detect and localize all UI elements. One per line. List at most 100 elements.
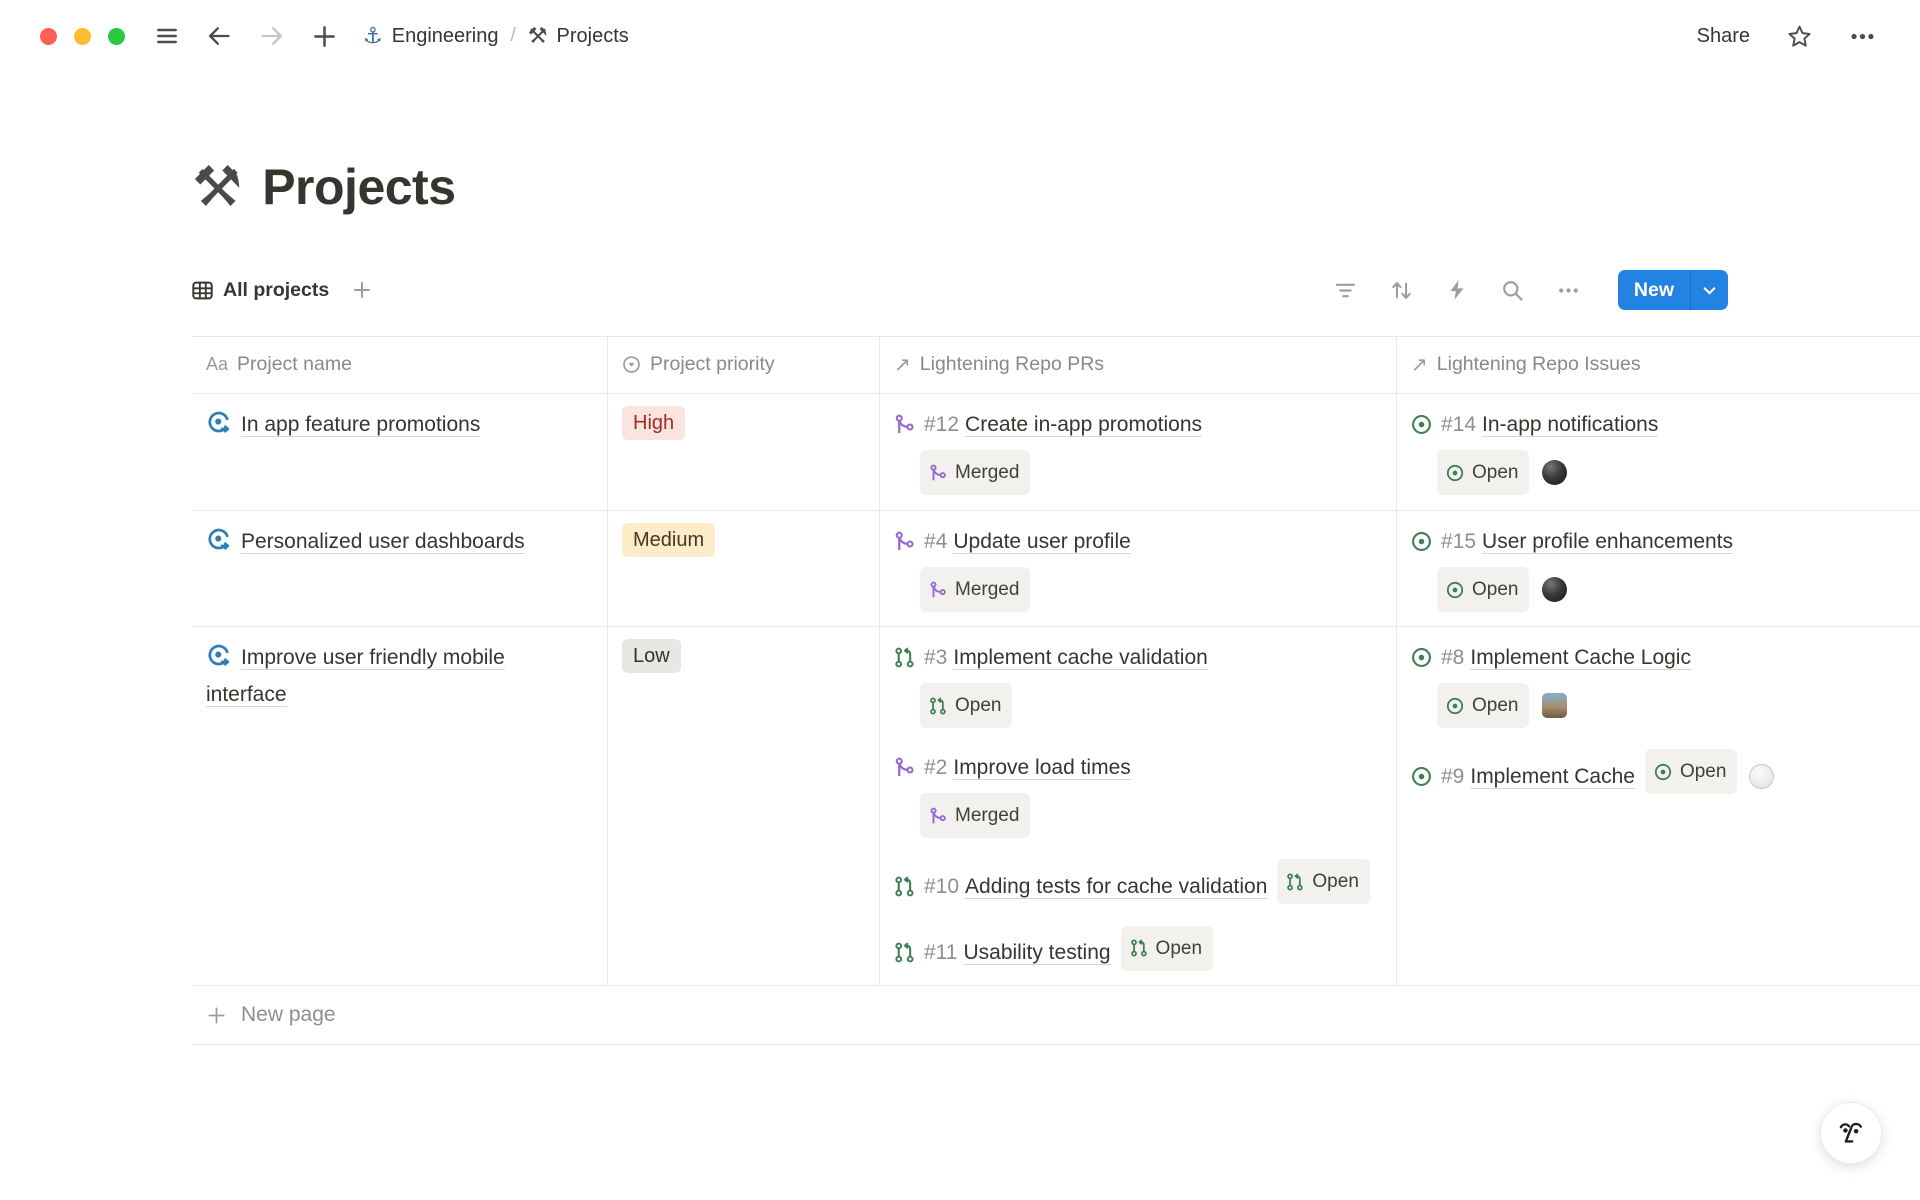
- assignee-avatar[interactable]: [1749, 763, 1775, 789]
- issue-number: #8: [1441, 646, 1465, 669]
- column-header-project-name[interactable]: Aa Project name: [192, 337, 608, 393]
- repo-issues-cell[interactable]: #15 User profile enhancements Open: [1397, 511, 1920, 626]
- breadcrumb-workspace[interactable]: ⚓ Engineering: [363, 23, 498, 49]
- column-label: Lightening Repo PRs: [919, 352, 1105, 375]
- issue-link[interactable]: In-app notifications: [1482, 413, 1659, 437]
- priority-tag-high: High: [622, 406, 686, 440]
- issue-open-icon: [1411, 647, 1432, 668]
- minimize-window-button[interactable]: [74, 27, 91, 45]
- breadcrumb: ⚓ Engineering / ⚒ Projects: [363, 23, 629, 49]
- priority-cell[interactable]: Low: [608, 627, 880, 985]
- pr-link[interactable]: Improve load times: [953, 756, 1131, 780]
- favorite-star-icon[interactable]: [1786, 23, 1813, 50]
- pr-link[interactable]: Create in-app promotions: [965, 413, 1203, 437]
- repo-prs-cell[interactable]: #12 Create in-app promotions Merged: [880, 394, 1397, 510]
- add-view-plus-icon[interactable]: [351, 279, 373, 301]
- page-title[interactable]: Projects: [262, 159, 456, 215]
- issue-number: #14: [1441, 413, 1477, 436]
- issue-link[interactable]: Implement Cache Logic: [1470, 646, 1691, 670]
- project-name-cell[interactable]: Personalized user dashboards: [192, 511, 608, 626]
- issue-link[interactable]: User profile enhancements: [1482, 530, 1734, 554]
- new-record-button[interactable]: New: [1617, 270, 1728, 310]
- git-pull-request-icon: [1130, 939, 1148, 957]
- issue-open-icon: [1411, 531, 1432, 552]
- new-record-button-label[interactable]: New: [1633, 278, 1674, 301]
- repo-prs-cell[interactable]: #4 Update user profile Merged: [880, 511, 1397, 626]
- pr-link[interactable]: Implement cache validation: [953, 646, 1208, 670]
- new-record-dropdown-chevron-icon[interactable]: [1690, 270, 1728, 310]
- pr-number: #4: [924, 530, 948, 553]
- automation-lightning-icon[interactable]: [1445, 278, 1469, 302]
- notion-ai-face-button[interactable]: [1820, 1102, 1882, 1164]
- issue-number: #9: [1441, 764, 1465, 788]
- pr-number: #3: [924, 646, 948, 669]
- close-window-button[interactable]: [40, 27, 57, 45]
- table-row: Personalized user dashboards Medium #4 Up…: [192, 510, 1920, 626]
- issue-status-pill: Open: [1437, 683, 1530, 728]
- back-arrow-icon[interactable]: [206, 23, 232, 49]
- issue-number: #15: [1441, 530, 1477, 553]
- assignee-avatar[interactable]: [1542, 460, 1568, 485]
- maximize-window-button[interactable]: [108, 27, 125, 45]
- git-merge-icon: [929, 807, 947, 825]
- new-tab-plus-icon[interactable]: [312, 24, 337, 49]
- repo-prs-cell[interactable]: #3 Implement cache validation Open #2 Impr…: [880, 627, 1397, 985]
- new-page-button[interactable]: New page: [192, 985, 1920, 1045]
- pr-status-pill: Open: [1277, 859, 1370, 904]
- sidebar-menu-icon[interactable]: [155, 24, 179, 48]
- project-link[interactable]: In app feature promotions: [241, 413, 481, 437]
- share-button[interactable]: Share: [1696, 24, 1750, 47]
- issue-entry: #8 Implement Cache Logic Open: [1411, 639, 1904, 728]
- sort-icon[interactable]: [1389, 278, 1414, 303]
- pr-link[interactable]: Usability testing: [963, 941, 1111, 965]
- repo-issues-cell[interactable]: #8 Implement Cache Logic Open #9 Implement…: [1397, 627, 1920, 985]
- column-label: Project priority: [650, 352, 775, 375]
- column-header-project-priority[interactable]: Project priority: [608, 337, 880, 393]
- priority-cell[interactable]: Medium: [608, 511, 880, 626]
- page-icon-tools[interactable]: ⚒: [192, 155, 243, 218]
- priority-tag-low: Low: [622, 639, 681, 673]
- column-header-repo-issues[interactable]: ↗ Lightening Repo Issues: [1397, 337, 1920, 393]
- git-merge-icon: [929, 464, 947, 482]
- pr-link[interactable]: Update user profile: [953, 530, 1131, 554]
- pr-entry: #4 Update user profile Merged: [894, 523, 1380, 612]
- pr-entry: #2 Improve load times Merged: [894, 749, 1380, 838]
- assignee-avatar[interactable]: [1542, 693, 1568, 718]
- pr-entry: #12 Create in-app promotions Merged: [894, 406, 1380, 495]
- table-row: Improve user friendly mobile interface L…: [192, 626, 1920, 985]
- select-property-icon: [623, 355, 640, 373]
- pr-entry: #3 Implement cache validation Open: [894, 639, 1380, 728]
- filter-icon[interactable]: [1333, 278, 1358, 303]
- pr-entry: #11 Usability testing Open: [894, 925, 1380, 972]
- pr-link[interactable]: Adding tests for cache validation: [965, 874, 1268, 899]
- git-merge-icon: [894, 757, 915, 778]
- project-link[interactable]: Improve user friendly mobile interface: [206, 646, 505, 707]
- project-name-cell[interactable]: In app feature promotions: [192, 394, 608, 510]
- synced-project-icon: [206, 526, 232, 552]
- forward-arrow-icon[interactable]: [259, 23, 285, 49]
- priority-cell[interactable]: High: [608, 394, 880, 510]
- table-view-icon: [192, 281, 213, 299]
- issue-open-icon: [1411, 766, 1432, 787]
- column-header-repo-prs[interactable]: ↗ Lightening Repo PRs: [880, 337, 1397, 393]
- synced-project-icon: [206, 642, 232, 668]
- more-options-icon[interactable]: [1849, 23, 1876, 50]
- table-header-row: Aa Project name Project priority ↗ Light…: [192, 336, 1920, 393]
- git-pull-request-icon: [1286, 873, 1304, 891]
- view-more-options-icon[interactable]: [1556, 278, 1581, 303]
- pr-status-pill: Merged: [920, 450, 1031, 495]
- project-link[interactable]: Personalized user dashboards: [241, 530, 525, 554]
- breadcrumb-page[interactable]: ⚒ Projects: [528, 23, 629, 49]
- git-merge-icon: [894, 531, 915, 552]
- view-tab-all-projects[interactable]: All projects: [192, 279, 329, 302]
- issue-link[interactable]: Implement Cache: [1470, 764, 1635, 789]
- repo-issues-cell[interactable]: #14 In-app notifications Open: [1397, 394, 1920, 510]
- tools-icon: ⚒: [527, 23, 548, 48]
- pr-status-pill: Open: [920, 683, 1013, 728]
- search-icon[interactable]: [1500, 278, 1525, 303]
- project-name-cell[interactable]: Improve user friendly mobile interface: [192, 627, 608, 985]
- external-link-icon: ↗: [1411, 353, 1428, 376]
- external-link-icon: ↗: [894, 353, 911, 376]
- assignee-avatar[interactable]: [1542, 577, 1568, 602]
- text-property-icon: Aa: [206, 353, 229, 374]
